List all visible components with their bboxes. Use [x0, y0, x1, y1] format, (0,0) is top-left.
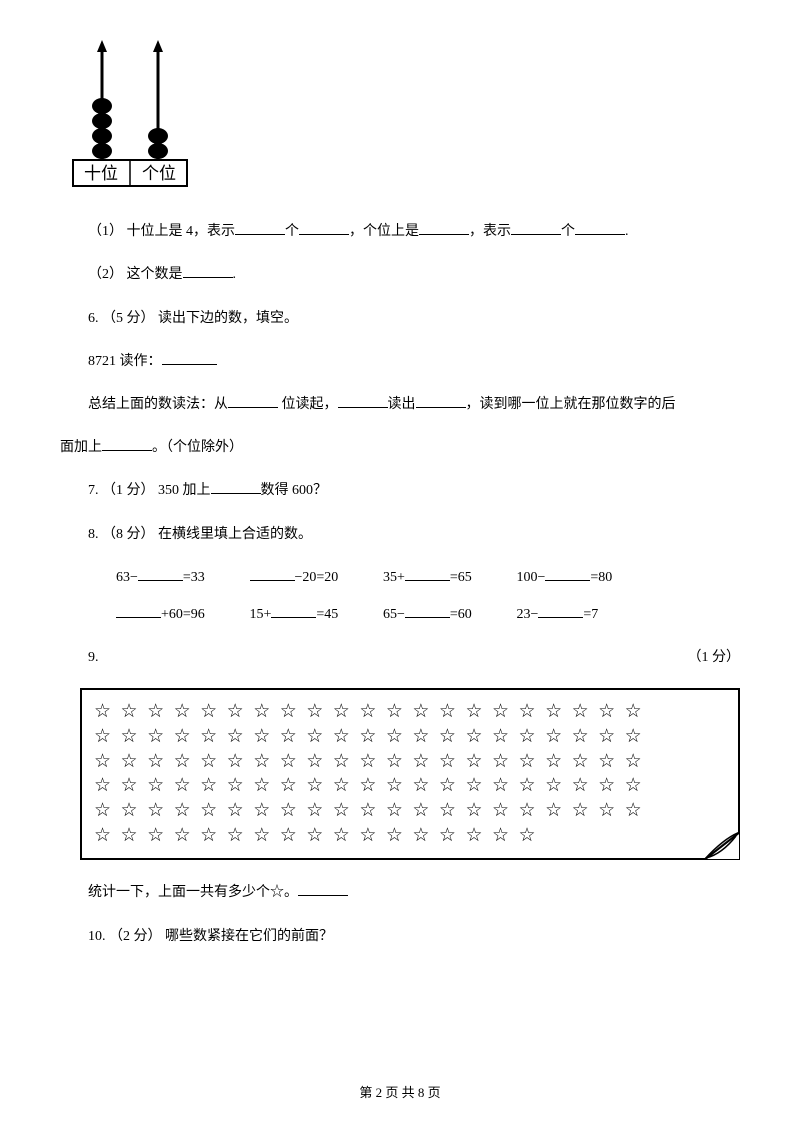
- blank[interactable]: [183, 264, 233, 278]
- blank[interactable]: [545, 567, 590, 581]
- q5-1-mid3: ，表示: [469, 224, 511, 239]
- q8-row2: +60=96 15+ =45 65− =60 23− =7: [60, 602, 740, 627]
- stars-row: ☆☆☆☆☆☆☆☆☆☆☆☆☆☆☆☆☆☆☆☆☆: [94, 799, 726, 824]
- q9-heading: 9. （1 分）: [60, 645, 740, 670]
- blank[interactable]: [102, 437, 152, 451]
- q6-line2: 总结上面的数读法：从 位读起， 读出 ，读到哪一位上就在那位数字的后: [60, 392, 740, 417]
- eq-post: +60=96: [161, 607, 205, 622]
- blank[interactable]: [298, 882, 348, 896]
- blank[interactable]: [228, 394, 278, 408]
- q6-line2-p3: 读出: [388, 397, 416, 412]
- stars-row: ☆☆☆☆☆☆☆☆☆☆☆☆☆☆☆☆☆☆☆☆☆: [94, 750, 726, 775]
- blank[interactable]: [250, 567, 295, 581]
- eq-pre: 63−: [116, 570, 138, 585]
- q5-part1: （1） 十位上是 4，表示 个 ，个位上是 ，表示 个.: [60, 219, 740, 244]
- eq-post: =33: [183, 570, 205, 585]
- blank[interactable]: [162, 351, 217, 365]
- q5-1-prefix: （1） 十位上是 4，表示: [88, 224, 235, 239]
- q5-2-prefix: （2） 这个数是: [88, 267, 183, 282]
- stars-box: ☆☆☆☆☆☆☆☆☆☆☆☆☆☆☆☆☆☆☆☆☆☆☆☆☆☆☆☆☆☆☆☆☆☆☆☆☆☆☆☆…: [80, 688, 740, 860]
- stars-row: ☆☆☆☆☆☆☆☆☆☆☆☆☆☆☆☆☆☆☆☆☆: [94, 774, 726, 799]
- q9-line1: 统计一下，上面一共有多少个☆。: [60, 880, 740, 905]
- q5-1-mid1: 个: [285, 224, 299, 239]
- eq-pre: 23−: [517, 607, 539, 622]
- stars-row: ☆☆☆☆☆☆☆☆☆☆☆☆☆☆☆☆☆☆☆☆☆: [94, 700, 726, 725]
- blank[interactable]: [416, 394, 466, 408]
- eq-pre: 15+: [250, 607, 272, 622]
- q8-heading: 8. （8 分） 在横线里填上合适的数。: [60, 522, 740, 547]
- eq-post: =45: [316, 607, 338, 622]
- blank[interactable]: [575, 221, 625, 235]
- eq-post: =80: [590, 570, 612, 585]
- ones-label: 个位: [142, 164, 176, 183]
- q9-num: 9.: [60, 645, 99, 670]
- stars-row: ☆☆☆☆☆☆☆☆☆☆☆☆☆☆☆☆☆☆☆☆☆: [94, 725, 726, 750]
- q6-line2-p1: 总结上面的数读法：从: [88, 397, 228, 412]
- q6-line2-cont1: 面加上: [60, 440, 102, 455]
- q6-line2-cont: 面加上 。（个位除外）: [60, 435, 740, 460]
- q5-part2: （2） 这个数是.: [60, 262, 740, 287]
- blank[interactable]: [211, 480, 261, 494]
- q5-1-mid4: 个: [561, 224, 575, 239]
- page-curl-icon: [704, 832, 740, 860]
- q7-text2: 数得 600？: [261, 483, 328, 498]
- q6-line2-p2: 位读起，: [278, 397, 338, 412]
- blank[interactable]: [116, 604, 161, 618]
- blank[interactable]: [138, 567, 183, 581]
- q6-line2-cont2: 。（个位除外）: [152, 440, 243, 455]
- eq-pre: 100−: [517, 570, 546, 585]
- q5-1-suffix: .: [625, 224, 629, 239]
- q7: 7. （1 分） 350 加上 数得 600？: [60, 478, 740, 503]
- blank[interactable]: [405, 567, 450, 581]
- q6-heading: 6. （5 分） 读出下边的数，填空。: [60, 306, 740, 331]
- eq-post: =60: [450, 607, 472, 622]
- blank[interactable]: [538, 604, 583, 618]
- blank[interactable]: [405, 604, 450, 618]
- abacus-diagram: 十位 个位: [70, 40, 740, 199]
- blank[interactable]: [511, 221, 561, 235]
- page-footer: 第 2 页 共 8 页: [0, 1081, 800, 1104]
- blank[interactable]: [271, 604, 316, 618]
- blank[interactable]: [338, 394, 388, 408]
- q8-row1: 63− =33 −20=20 35+ =65 100− =80: [60, 565, 740, 590]
- q9-line1-text: 统计一下，上面一共有多少个☆。: [88, 885, 298, 900]
- eq-post: =65: [450, 570, 472, 585]
- stars-row: ☆☆☆☆☆☆☆☆☆☆☆☆☆☆☆☆☆: [94, 824, 726, 849]
- tens-label: 十位: [84, 164, 118, 183]
- eq-post: −20=20: [295, 570, 339, 585]
- eq-pre: 65−: [383, 607, 405, 622]
- q7-text1: 7. （1 分） 350 加上: [88, 483, 211, 498]
- eq-pre: 35+: [383, 570, 405, 585]
- blank[interactable]: [299, 221, 349, 235]
- q6-line2-p4: ，读到哪一位上就在那位数字的后: [466, 397, 676, 412]
- q6-line1-prefix: 8721 读作：: [88, 354, 162, 369]
- q10: 10. （2 分） 哪些数紧接在它们的前面？: [60, 924, 740, 949]
- eq-post: =7: [583, 607, 598, 622]
- q9-points: （1 分）: [688, 645, 741, 670]
- blank[interactable]: [419, 221, 469, 235]
- q5-2-suffix: .: [233, 267, 237, 282]
- q6-line1: 8721 读作：: [60, 349, 740, 374]
- blank[interactable]: [235, 221, 285, 235]
- q5-1-mid2: ，个位上是: [349, 224, 419, 239]
